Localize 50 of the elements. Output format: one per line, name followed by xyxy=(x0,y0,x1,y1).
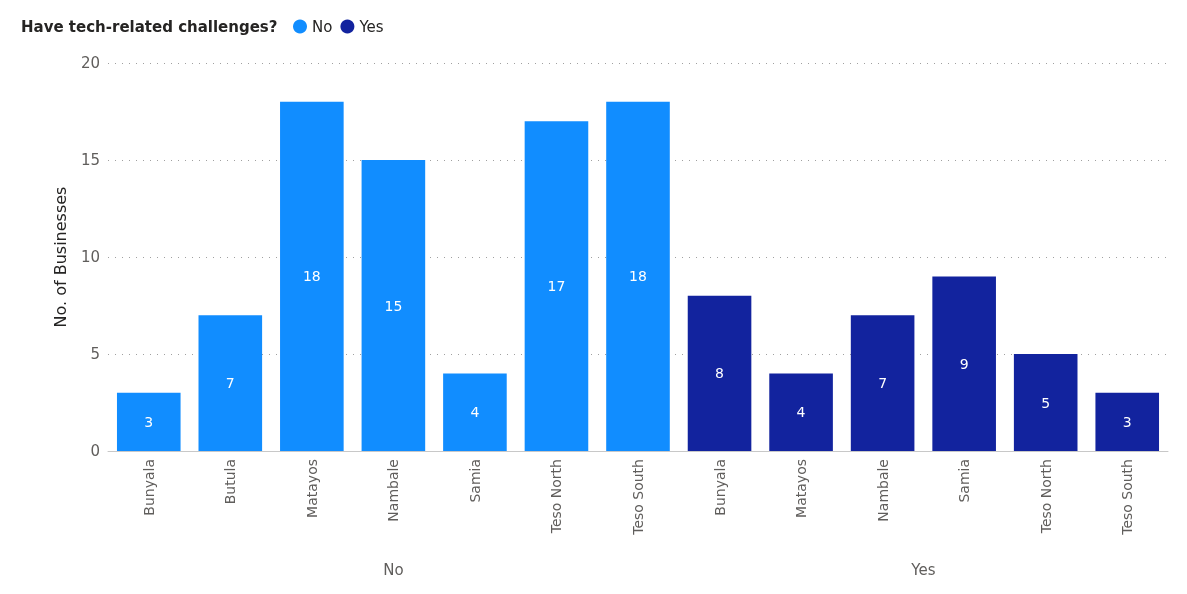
legend-label: No xyxy=(312,17,333,36)
data-label: 17 xyxy=(547,278,566,295)
bar xyxy=(280,101,344,451)
bar xyxy=(850,315,915,451)
data-label: 8 xyxy=(715,365,724,382)
x-tick-label: Matayos xyxy=(793,459,810,518)
data-label: 18 xyxy=(629,268,647,285)
text: No xyxy=(383,561,404,579)
x-tick-label: Nambale xyxy=(874,459,891,522)
x-tick-label: Samia xyxy=(956,459,973,503)
x-tick-label: Teso North xyxy=(1037,459,1054,535)
x-tick-label: Bunyala xyxy=(140,459,157,516)
bar xyxy=(361,160,426,451)
bar xyxy=(443,373,507,451)
data-label: 5 xyxy=(1041,394,1051,411)
data-label: 9 xyxy=(959,355,969,372)
x-tick-label: Teso South xyxy=(630,459,646,536)
data-label: 3 xyxy=(144,413,154,430)
y-axis-title: No. of Businesses xyxy=(50,186,70,328)
x-tick-label: Samia xyxy=(466,459,483,503)
bar xyxy=(687,295,752,451)
data-label: 7 xyxy=(225,375,235,392)
y-tick-label: 0 xyxy=(90,442,100,460)
x-tick-label: Nambale xyxy=(385,459,402,522)
data-label: 18 xyxy=(302,268,321,285)
data-label: 7 xyxy=(878,375,888,392)
bar xyxy=(524,121,589,451)
bar xyxy=(606,101,670,451)
y-tick-label: 10 xyxy=(80,248,100,266)
text: Yes xyxy=(910,561,936,579)
bar xyxy=(932,276,996,451)
x-tick-label: Matayos xyxy=(303,459,320,518)
legend-title: Have tech-related challenges? xyxy=(21,17,278,36)
x-tick-label: Bunyala xyxy=(711,459,728,516)
y-tick-label: 15 xyxy=(80,151,100,169)
x-tick-label: Teso North xyxy=(548,459,565,535)
data-label: 4 xyxy=(470,404,480,421)
bar xyxy=(116,392,181,451)
y-tick-label: 5 xyxy=(90,345,100,363)
y-tick-label: 20 xyxy=(80,54,100,72)
bar xyxy=(1013,354,1078,451)
x-tick-label: Teso South xyxy=(1119,459,1136,536)
data-label: 4 xyxy=(796,404,806,421)
bar xyxy=(769,373,833,451)
legend-label: Yes xyxy=(358,17,384,36)
data-label: 3 xyxy=(1122,413,1132,430)
bar xyxy=(198,315,263,451)
data-label: 15 xyxy=(384,297,403,314)
x-tick-label: Butula xyxy=(222,459,239,505)
bar xyxy=(1095,392,1160,451)
